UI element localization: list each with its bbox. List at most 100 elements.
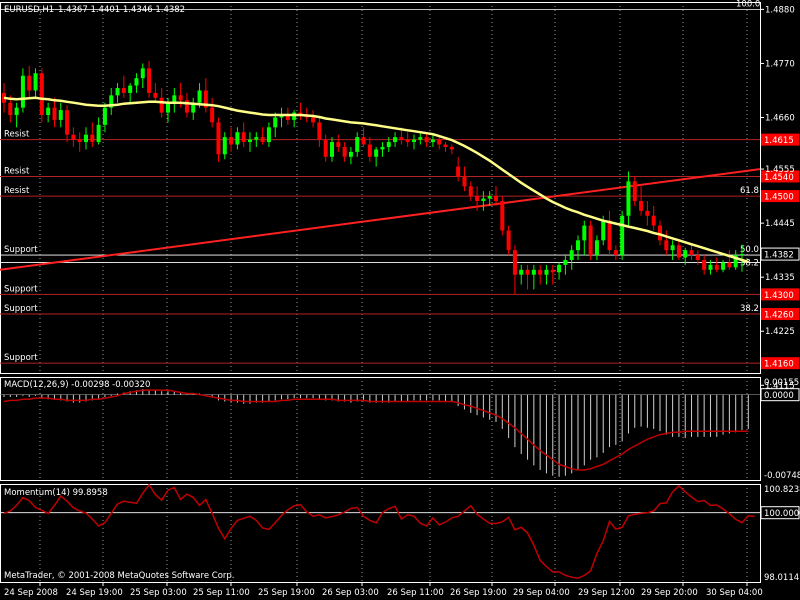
candle bbox=[582, 220, 587, 256]
candle bbox=[241, 122, 246, 147]
candle bbox=[115, 83, 120, 103]
candle bbox=[393, 132, 398, 147]
panel-frame bbox=[0, 377, 761, 481]
candle bbox=[109, 87, 114, 116]
candle bbox=[475, 186, 480, 211]
level-side-label: Resist bbox=[4, 130, 30, 140]
candle bbox=[512, 245, 517, 295]
candle bbox=[683, 247, 688, 265]
current-price-text: 1.4382 bbox=[764, 251, 794, 261]
candle bbox=[140, 63, 145, 88]
candle bbox=[27, 65, 32, 98]
candle bbox=[348, 146, 353, 165]
momentum-tick: 100.0000 bbox=[760, 506, 800, 520]
candle bbox=[727, 250, 732, 270]
price-tick-label: 1.4445 bbox=[765, 219, 795, 229]
price-tag: 1.4500 bbox=[761, 190, 799, 203]
candle bbox=[506, 225, 511, 256]
candle bbox=[740, 244, 744, 272]
time-label: 29 Sep 20:00 bbox=[641, 588, 698, 598]
candle bbox=[651, 205, 656, 231]
price-tick-label: 1.4335 bbox=[765, 273, 795, 283]
candle bbox=[544, 264, 549, 285]
candle bbox=[695, 250, 700, 265]
candle bbox=[65, 105, 70, 143]
candle bbox=[342, 142, 347, 162]
price-tag: 1.4260 bbox=[761, 308, 799, 321]
candle bbox=[14, 102, 19, 128]
candle bbox=[563, 255, 568, 275]
candle bbox=[708, 259, 713, 275]
candle bbox=[721, 259, 726, 273]
candle bbox=[664, 230, 669, 256]
price-axis: 1.4615 1.4540 1.4500 1.4300 1.4260 1.4160 1.48… bbox=[760, 5, 800, 391]
candle bbox=[494, 186, 498, 206]
momentum-tick: 98.0114 bbox=[764, 573, 799, 583]
price-tag: 1.4615 bbox=[761, 133, 799, 146]
price-tag: 1.4300 bbox=[761, 288, 799, 301]
price-tick-label: 1.4770 bbox=[765, 59, 795, 69]
candle bbox=[519, 264, 524, 285]
candle bbox=[550, 264, 555, 285]
candle bbox=[620, 210, 625, 260]
macd-tick: 0.00155 bbox=[764, 378, 799, 388]
candle bbox=[588, 220, 593, 260]
candle bbox=[203, 78, 208, 113]
fib-label: 100.0 bbox=[736, 0, 760, 9]
candle bbox=[645, 201, 650, 226]
fib-label: 38.2 bbox=[740, 258, 759, 268]
time-label: 26 Sep 19:00 bbox=[450, 588, 507, 598]
price-tick-label: 1.4660 bbox=[765, 113, 795, 123]
price-tag-text: 1.4300 bbox=[764, 291, 794, 301]
candle bbox=[500, 196, 505, 236]
macd-tick: -0.00748 bbox=[764, 471, 800, 481]
level-side-label: Support bbox=[4, 304, 38, 314]
candle bbox=[248, 132, 252, 152]
momentum-tick-label: 100.8238 bbox=[764, 485, 800, 495]
price-tag: 1.4540 bbox=[761, 170, 799, 183]
candle bbox=[191, 97, 196, 120]
time-label: 29 Sep 04:00 bbox=[513, 588, 570, 598]
time-label: 30 Sep 04:00 bbox=[706, 588, 763, 598]
candle bbox=[386, 137, 391, 152]
time-label: 24 Sep 19:00 bbox=[66, 588, 123, 598]
momentum-title: Momentum(14) 99.8958 bbox=[4, 488, 108, 498]
fib-label: 61.8 bbox=[740, 186, 759, 196]
candle bbox=[412, 134, 416, 150]
candle bbox=[569, 245, 574, 270]
time-label: 26 Sep 11:00 bbox=[387, 588, 444, 598]
candle bbox=[184, 92, 189, 118]
candle bbox=[58, 102, 63, 128]
candle bbox=[367, 137, 372, 162]
macd-tick-label: 0.00155 bbox=[764, 378, 799, 388]
panel-frame bbox=[0, 484, 761, 583]
candle bbox=[576, 235, 580, 260]
candle bbox=[128, 83, 133, 103]
price-tick-label: 1.4555 bbox=[765, 165, 795, 175]
candle bbox=[702, 255, 707, 275]
time-label: 24 Sep 2008 bbox=[4, 588, 58, 598]
candle bbox=[102, 102, 107, 133]
level-side-label: Support bbox=[4, 245, 38, 255]
momentum-tick-label: 98.0114 bbox=[764, 573, 799, 583]
level-side-label: Support bbox=[4, 353, 38, 363]
candle bbox=[254, 132, 259, 147]
candle bbox=[153, 83, 158, 103]
candle bbox=[210, 97, 215, 128]
candle bbox=[380, 142, 385, 157]
time-label: 29 Sep 12:00 bbox=[578, 588, 635, 598]
momentum-tick: 100.8238 bbox=[764, 485, 800, 495]
candle bbox=[121, 75, 126, 98]
candle bbox=[531, 264, 536, 290]
candle bbox=[71, 127, 76, 147]
candle bbox=[538, 264, 543, 285]
panel-frame bbox=[0, 2, 761, 374]
candle bbox=[229, 127, 234, 152]
chart-ohlc: 1.4367 1.4401 1.4346 1.4382 bbox=[58, 5, 185, 15]
ma-line bbox=[3, 96, 749, 264]
candles bbox=[2, 60, 744, 295]
panel-frames bbox=[0, 2, 761, 583]
macd-tick-label: 0.0000 bbox=[764, 391, 794, 401]
candle bbox=[84, 127, 88, 150]
